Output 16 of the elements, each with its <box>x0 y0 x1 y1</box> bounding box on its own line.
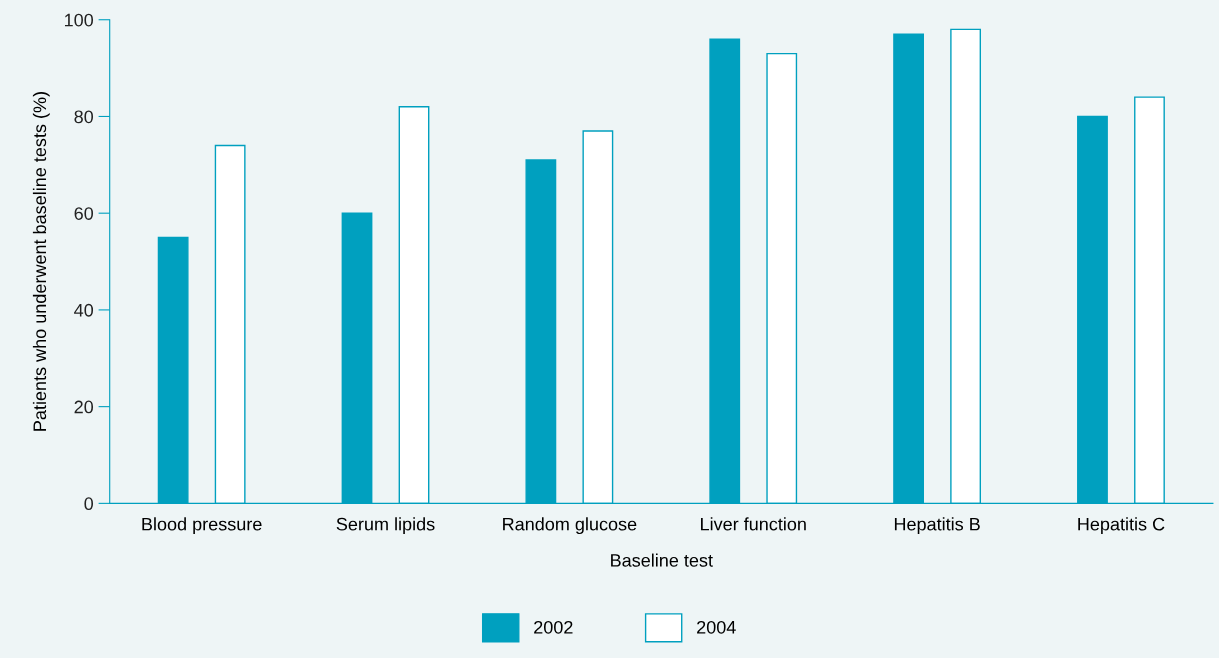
y-tick-label: 80 <box>74 110 94 124</box>
y-tick-label: 60 <box>74 207 94 220</box>
y-tick-label: 20 <box>74 400 94 414</box>
y-tick-label: 0 <box>84 497 94 511</box>
legend-label: 2002 <box>534 620 573 634</box>
x-tick-label: Random glucose <box>503 517 637 535</box>
x-tick-label: Hepatitis B <box>894 517 980 535</box>
x-tick-label: Blood pressure <box>142 517 262 535</box>
y-tick-label: 100 <box>64 13 94 27</box>
x-axis-title: Baseline test <box>611 553 713 567</box>
y-axis-title: Patients who underwent baseline tests (%) <box>32 92 50 431</box>
x-tick-label: Serum lipids <box>336 517 435 535</box>
x-tick-label: Liver function <box>701 517 806 531</box>
legend-label: 2004 <box>697 620 736 634</box>
x-tick-label: Hepatitis C <box>1078 517 1165 535</box>
y-tick-label: 40 <box>74 303 94 317</box>
